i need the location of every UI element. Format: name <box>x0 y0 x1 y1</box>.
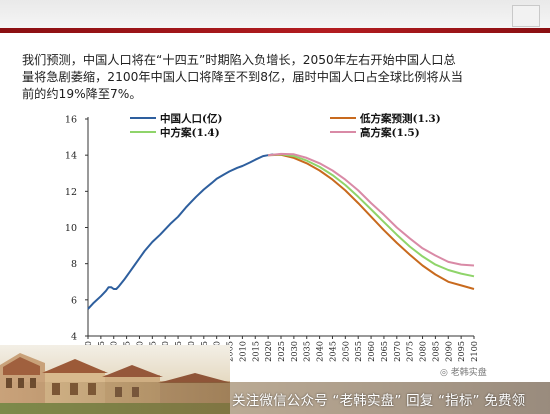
chart-axes <box>87 117 474 337</box>
wechat-account-label: 老韩实盘 <box>450 368 487 378</box>
slide-caption: 我们预测，中国人口将在“十四五”时期陷入负增长，2050年左右开始中国人口总 量… <box>22 52 532 103</box>
caption-line-1: 我们预测，中国人口将在“十四五”时期陷入负增长，2050年左右开始中国人口总 <box>22 53 456 67</box>
wechat-icon: ◎ <box>440 368 448 378</box>
x-tick-label: 2090 <box>443 341 453 362</box>
series-line <box>267 152 475 267</box>
footer-banner <box>0 382 550 414</box>
x-tick-label: 2015 <box>250 341 260 362</box>
legend-label: 高方案(1.5) <box>360 126 420 139</box>
chart-series-lines <box>87 152 475 310</box>
y-tick-label: 4 <box>71 332 77 343</box>
chart-ticks: 4681012141619501955196019651970197519801… <box>65 115 479 362</box>
chart-legend: 中国人口(亿) 低方案预测(1.3) 中方案(1.4) 高方案(1.5) <box>130 112 441 139</box>
series-line <box>268 153 475 278</box>
x-tick-label: 2035 <box>302 341 312 362</box>
x-tick-label: 2060 <box>366 341 376 362</box>
y-tick-label: 6 <box>71 295 77 306</box>
x-tick-label: 2095 <box>456 341 466 362</box>
y-tick-label: 16 <box>65 115 77 126</box>
caption-line-2: 量将急剧萎缩，2100年中国人口将降至不到8亿，届时中国人口占全球比例将从当 <box>22 70 463 84</box>
footer-watermark-text: 关注微信公众号 “老韩实盘” 回复 “指标” 免费领 <box>232 393 526 409</box>
x-tick-label: 2045 <box>327 341 337 362</box>
x-tick-label: 2075 <box>405 341 415 362</box>
y-tick-label: 14 <box>65 151 77 162</box>
slide-header-band <box>0 0 550 30</box>
x-tick-label: 2025 <box>276 341 286 362</box>
legend-label: 中国人口(亿) <box>160 112 222 125</box>
x-tick-label: 2100 <box>469 341 479 362</box>
x-tick-label: 2020 <box>263 341 273 362</box>
x-tick-label: 2065 <box>379 341 389 362</box>
legend-label: 中方案(1.4) <box>160 126 220 139</box>
x-tick-label: 2050 <box>340 341 350 362</box>
y-tick-label: 10 <box>65 223 77 234</box>
x-tick-label: 2030 <box>289 341 299 362</box>
series-line <box>268 153 475 290</box>
x-tick-label: 2040 <box>315 341 325 362</box>
y-tick-label: 12 <box>65 187 77 198</box>
series-line <box>87 153 274 310</box>
x-tick-label: 2085 <box>430 341 440 362</box>
slide-logo-icon <box>512 5 540 27</box>
x-tick-label: 2080 <box>418 341 428 362</box>
x-tick-label: 2010 <box>237 341 247 362</box>
y-tick-label: 8 <box>71 259 77 270</box>
x-tick-label: 2070 <box>392 341 402 362</box>
slide-header-accent <box>0 28 550 33</box>
wechat-watermark: ◎ 老韩实盘 <box>440 365 487 378</box>
legend-label: 低方案预测(1.3) <box>359 112 441 125</box>
caption-line-3: 前的约19%降至7%。 <box>22 87 142 101</box>
x-tick-label: 2055 <box>353 341 363 362</box>
